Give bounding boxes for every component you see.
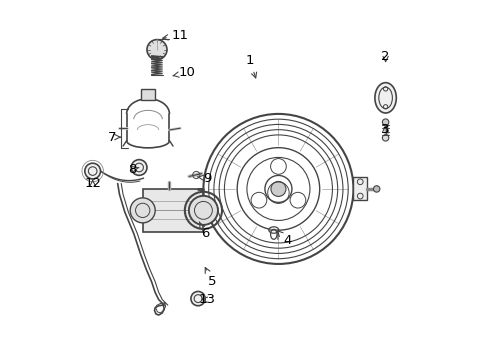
Circle shape <box>131 159 147 175</box>
Circle shape <box>84 163 101 179</box>
Bar <box>353 177 366 201</box>
Text: 11: 11 <box>163 29 188 42</box>
Circle shape <box>270 181 285 197</box>
Text: 1: 1 <box>245 54 256 78</box>
Bar <box>142 189 203 232</box>
Text: 12: 12 <box>84 177 101 190</box>
Bar <box>141 89 155 100</box>
Circle shape <box>382 119 388 125</box>
Text: 5: 5 <box>205 267 216 288</box>
Text: 7: 7 <box>108 131 120 144</box>
Text: 9: 9 <box>197 172 211 185</box>
Circle shape <box>373 186 379 192</box>
Text: 6: 6 <box>199 222 209 240</box>
Circle shape <box>147 40 166 60</box>
Text: 3: 3 <box>381 123 389 136</box>
Text: 8: 8 <box>127 163 139 176</box>
Circle shape <box>190 292 205 306</box>
Circle shape <box>130 198 155 223</box>
Text: 13: 13 <box>198 293 215 306</box>
Text: 10: 10 <box>173 66 195 79</box>
Text: 2: 2 <box>381 50 389 63</box>
Ellipse shape <box>374 83 395 113</box>
Text: 4: 4 <box>277 231 291 247</box>
Circle shape <box>382 135 388 141</box>
Circle shape <box>189 196 217 225</box>
